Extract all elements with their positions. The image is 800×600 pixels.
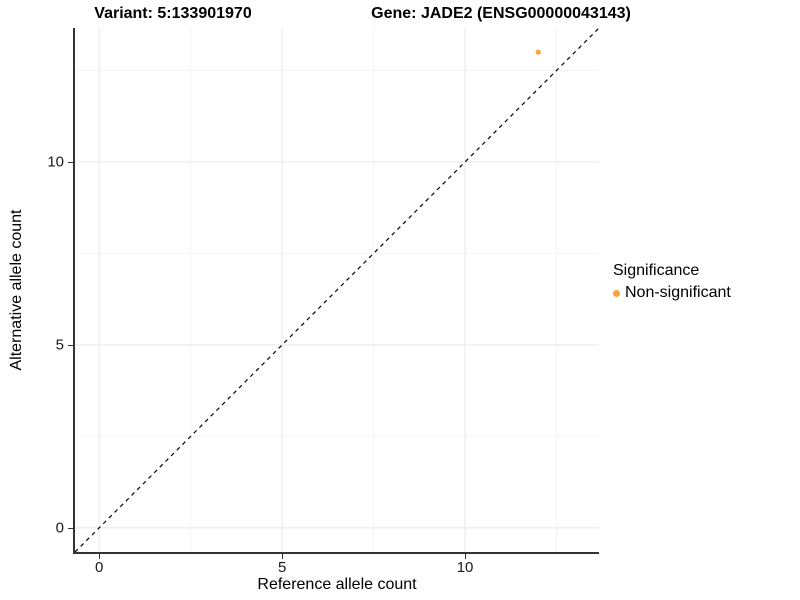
gene-title: Gene: JADE2 (ENSG00000043143) bbox=[371, 5, 631, 22]
y-tick-mark bbox=[68, 161, 73, 163]
variant-title: Variant: 5:133901970 bbox=[94, 5, 252, 22]
y-tick-label: 0 bbox=[55, 519, 64, 537]
legend-item: Non-significant bbox=[613, 284, 731, 302]
plot-canvas bbox=[75, 28, 599, 552]
legend-dot-icon bbox=[613, 289, 620, 297]
x-axis-label: Reference allele count bbox=[257, 576, 417, 593]
legend: Significance Non-significant bbox=[613, 262, 731, 302]
x-tick-label: 0 bbox=[94, 559, 104, 576]
x-tick-mark bbox=[99, 554, 101, 559]
y-tick-label: 5 bbox=[55, 336, 64, 354]
y-tick-mark bbox=[68, 344, 73, 346]
y-axis-label: Alternative allele count bbox=[8, 209, 25, 371]
legend-title: Significance bbox=[613, 262, 700, 279]
x-tick-mark bbox=[465, 554, 467, 559]
x-tick-mark bbox=[282, 554, 284, 559]
y-tick-label: 10 bbox=[47, 153, 64, 171]
identity-line bbox=[75, 28, 599, 552]
data-point bbox=[535, 49, 541, 55]
plot-panel bbox=[73, 28, 599, 554]
x-tick-label: 5 bbox=[277, 559, 287, 576]
x-tick-label: 10 bbox=[456, 559, 474, 576]
legend-item-label: Non-significant bbox=[625, 284, 731, 301]
y-tick-mark bbox=[68, 527, 73, 529]
